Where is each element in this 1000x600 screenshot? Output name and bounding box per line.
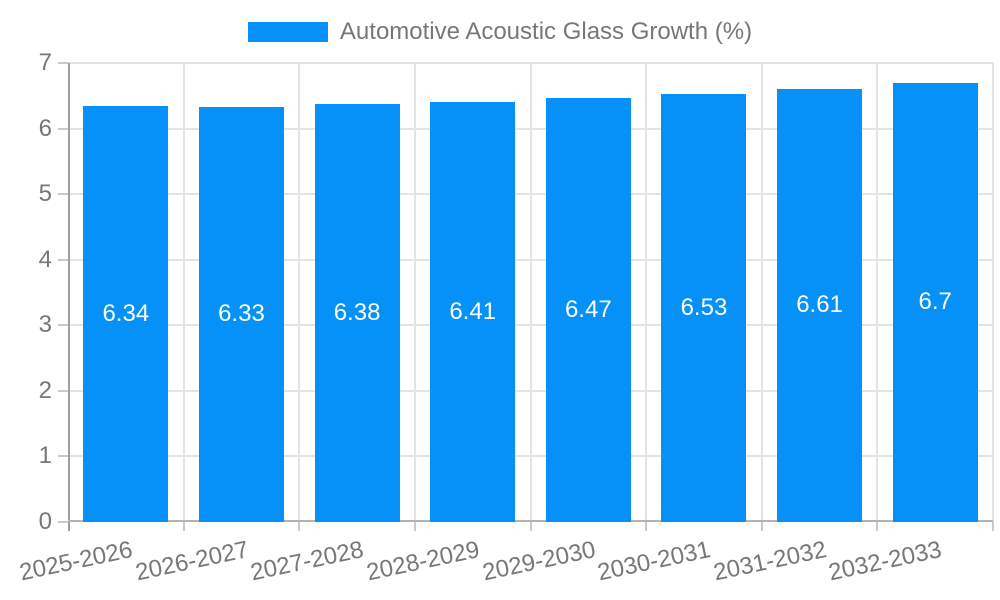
bar-value-label: 6.61: [796, 291, 843, 319]
x-tick: [760, 522, 763, 531]
y-tick: [58, 521, 68, 523]
x-tick: [182, 522, 185, 531]
y-axis-line: [68, 63, 70, 531]
bar[interactable]: [545, 97, 631, 522]
x-axis-line: [68, 520, 993, 522]
y-axis-label: 0: [38, 508, 52, 535]
y-tick: [58, 62, 68, 64]
x-gridline: [876, 63, 879, 522]
y-axis-label: 1: [38, 442, 52, 470]
x-tick: [298, 522, 301, 531]
bar-value-label: 6.38: [333, 298, 381, 326]
x-tick: [645, 522, 648, 531]
x-gridline: [645, 63, 648, 522]
x-axis-label: 2029-2030: [479, 536, 598, 587]
bar-value-label: 6.41: [449, 297, 497, 325]
bar[interactable]: [83, 106, 169, 522]
x-tick: [529, 522, 532, 531]
y-axis-label: 6: [38, 114, 52, 142]
bar[interactable]: [892, 82, 978, 522]
y-tick: [58, 193, 68, 196]
bar[interactable]: [430, 101, 516, 522]
x-axis-label: 2030-2031: [595, 536, 714, 587]
x-tick: [992, 522, 994, 531]
bar-value-label: 6.33: [218, 300, 265, 328]
bar-value-label: 6.47: [564, 295, 612, 323]
chart-legend: Automotive Acoustic Glass Growth (%): [0, 20, 1000, 44]
y-tick: [58, 258, 68, 261]
x-axis-label: 2027-2028: [248, 536, 367, 587]
x-axis-label: 2031-2032: [710, 536, 829, 587]
x-gridline: [529, 63, 532, 522]
y-axis-label: 4: [38, 245, 52, 273]
x-gridline: [760, 63, 763, 522]
bar[interactable]: [314, 103, 400, 522]
y-tick: [58, 324, 68, 327]
legend-swatch: [247, 22, 328, 42]
legend-label: Automotive Acoustic Glass Growth (%): [339, 18, 753, 45]
x-tick: [413, 522, 416, 531]
x-axis-label: 2028-2029: [363, 536, 482, 587]
bar[interactable]: [661, 93, 747, 522]
x-gridline: [298, 63, 301, 522]
plot-area: 0 1 2 3 4 5 6 7 6.34 2025-2026 6.33 2026-2027 6.38 20…: [17, 51, 994, 586]
bar-value-label: 6.34: [102, 300, 150, 328]
x-tick: [876, 522, 879, 531]
legend-item[interactable]: Automotive Acoustic Glass Growth (%): [247, 18, 753, 45]
x-axis-label: 2032-2033: [826, 536, 945, 587]
y-axis-label: 3: [38, 311, 52, 339]
bar-value-label: 6.7: [918, 288, 952, 316]
x-gridline: [413, 63, 416, 522]
bar[interactable]: [198, 106, 284, 522]
y-tick: [58, 389, 68, 392]
bar-value-label: 6.53: [680, 293, 728, 321]
y-axis-label: 7: [38, 49, 52, 76]
y-axis-label: 5: [38, 180, 52, 208]
bar[interactable]: [777, 88, 863, 522]
y-tick: [58, 455, 68, 458]
y-axis-label: 2: [38, 376, 52, 404]
x-gridline: [182, 63, 185, 522]
x-axis-label: 2026-2027: [132, 536, 251, 587]
x-gridline: [992, 63, 994, 522]
x-axis-label: 2025-2026: [17, 536, 136, 587]
y-tick: [58, 127, 68, 130]
